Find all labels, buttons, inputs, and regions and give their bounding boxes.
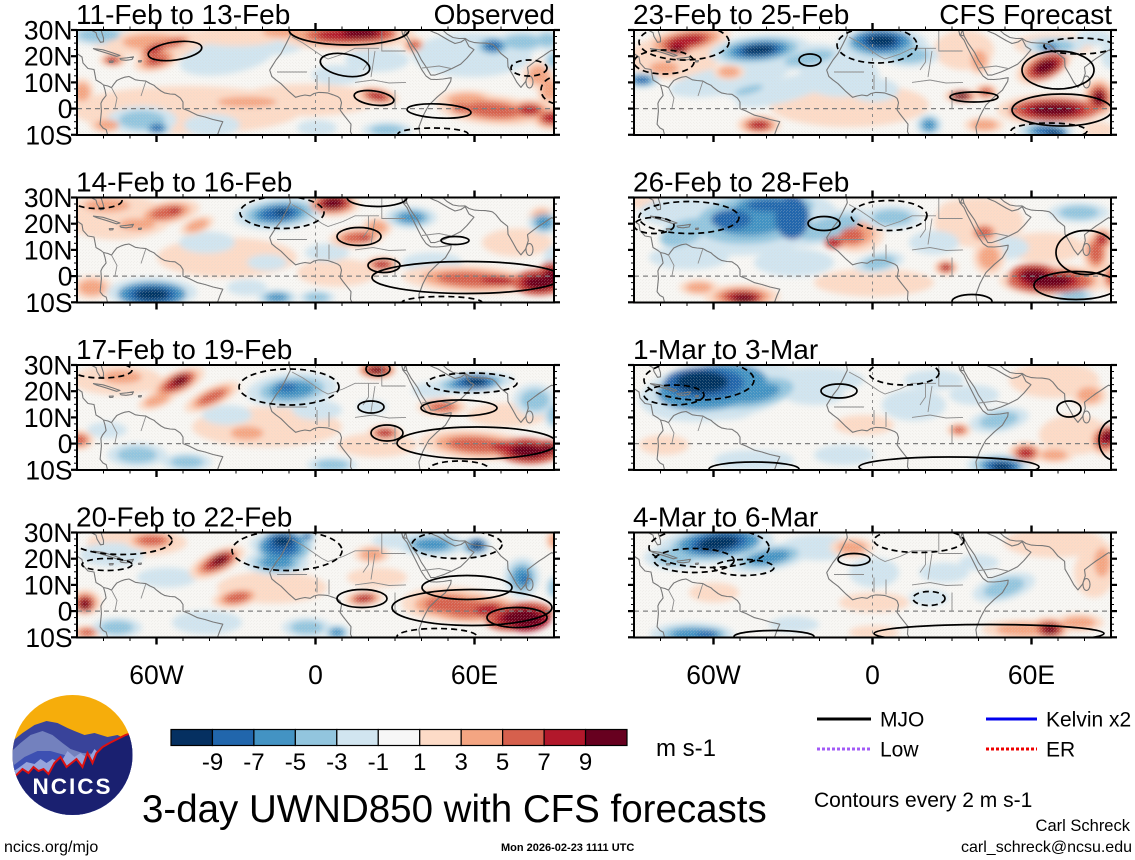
svg-text:-1: -1 — [368, 749, 389, 776]
svg-text:10S: 10S — [25, 455, 72, 485]
svg-text:0: 0 — [58, 262, 73, 292]
svg-text:Carl Schreck: Carl Schreck — [1036, 817, 1131, 835]
svg-text:60E: 60E — [1008, 660, 1055, 690]
svg-text:Low: Low — [880, 739, 919, 762]
svg-text:carl_schreck@ncsu.edu: carl_schreck@ncsu.edu — [961, 839, 1132, 856]
svg-text:3: 3 — [455, 749, 468, 776]
svg-text:10S: 10S — [25, 288, 72, 318]
svg-text:10N: 10N — [24, 570, 73, 600]
svg-text:3-day UWND850 with CFS forecas: 3-day UWND850 with CFS forecasts — [142, 788, 767, 831]
svg-text:CFS Forecast: CFS Forecast — [939, 0, 1112, 30]
svg-text:20N: 20N — [24, 209, 73, 239]
svg-text:11-Feb to 13-Feb: 11-Feb to 13-Feb — [76, 0, 290, 30]
svg-text:60W: 60W — [129, 660, 184, 690]
svg-text:9: 9 — [579, 749, 592, 776]
svg-text:20N: 20N — [24, 377, 73, 407]
svg-text:0: 0 — [58, 429, 73, 459]
svg-text:0: 0 — [58, 94, 73, 124]
svg-text:0: 0 — [58, 597, 73, 627]
svg-text:0: 0 — [308, 660, 323, 690]
svg-text:30N: 30N — [24, 183, 73, 213]
svg-text:10N: 10N — [24, 68, 73, 98]
svg-text:30N: 30N — [24, 351, 73, 381]
svg-text:ncics.org/mjo: ncics.org/mjo — [4, 839, 98, 856]
svg-text:m s-1: m s-1 — [656, 735, 716, 762]
svg-text:10N: 10N — [24, 235, 73, 265]
svg-text:17-Feb to 19-Feb: 17-Feb to 19-Feb — [76, 334, 292, 365]
svg-text:Kelvin x2: Kelvin x2 — [1046, 709, 1131, 732]
svg-text:4-Mar to 6-Mar: 4-Mar to 6-Mar — [633, 502, 818, 533]
svg-text:Contours every 2 m s-1: Contours every 2 m s-1 — [814, 789, 1032, 812]
svg-text:ER: ER — [1046, 739, 1075, 762]
svg-text:20N: 20N — [24, 544, 73, 574]
svg-text:20N: 20N — [24, 42, 73, 72]
svg-text:60E: 60E — [451, 660, 498, 690]
svg-text:60W: 60W — [686, 660, 741, 690]
svg-text:30N: 30N — [24, 518, 73, 548]
svg-text:0: 0 — [865, 660, 880, 690]
svg-text:30N: 30N — [24, 16, 73, 46]
svg-text:10S: 10S — [25, 623, 72, 653]
svg-text:26-Feb to 28-Feb: 26-Feb to 28-Feb — [633, 167, 849, 198]
svg-text:Mon 2026-02-23 1111 UTC: Mon 2026-02-23 1111 UTC — [501, 842, 634, 854]
svg-text:Observed: Observed — [434, 0, 555, 30]
svg-text:14-Feb to 16-Feb: 14-Feb to 16-Feb — [76, 167, 292, 198]
svg-text:-3: -3 — [326, 749, 347, 776]
svg-text:MJO: MJO — [880, 709, 924, 732]
svg-text:7: 7 — [537, 749, 550, 776]
svg-text:23-Feb to 25-Feb: 23-Feb to 25-Feb — [633, 0, 849, 30]
svg-text:-9: -9 — [202, 749, 223, 776]
svg-text:10S: 10S — [25, 120, 72, 150]
svg-text:1: 1 — [413, 749, 426, 776]
svg-text:-7: -7 — [243, 749, 264, 776]
svg-text:20-Feb to 22-Feb: 20-Feb to 22-Feb — [76, 502, 292, 533]
svg-text:-5: -5 — [285, 749, 306, 776]
svg-text:1-Mar to 3-Mar: 1-Mar to 3-Mar — [633, 334, 818, 365]
svg-text:NCICS: NCICS — [32, 774, 112, 799]
svg-text:10N: 10N — [24, 403, 73, 433]
svg-text:5: 5 — [496, 749, 509, 776]
